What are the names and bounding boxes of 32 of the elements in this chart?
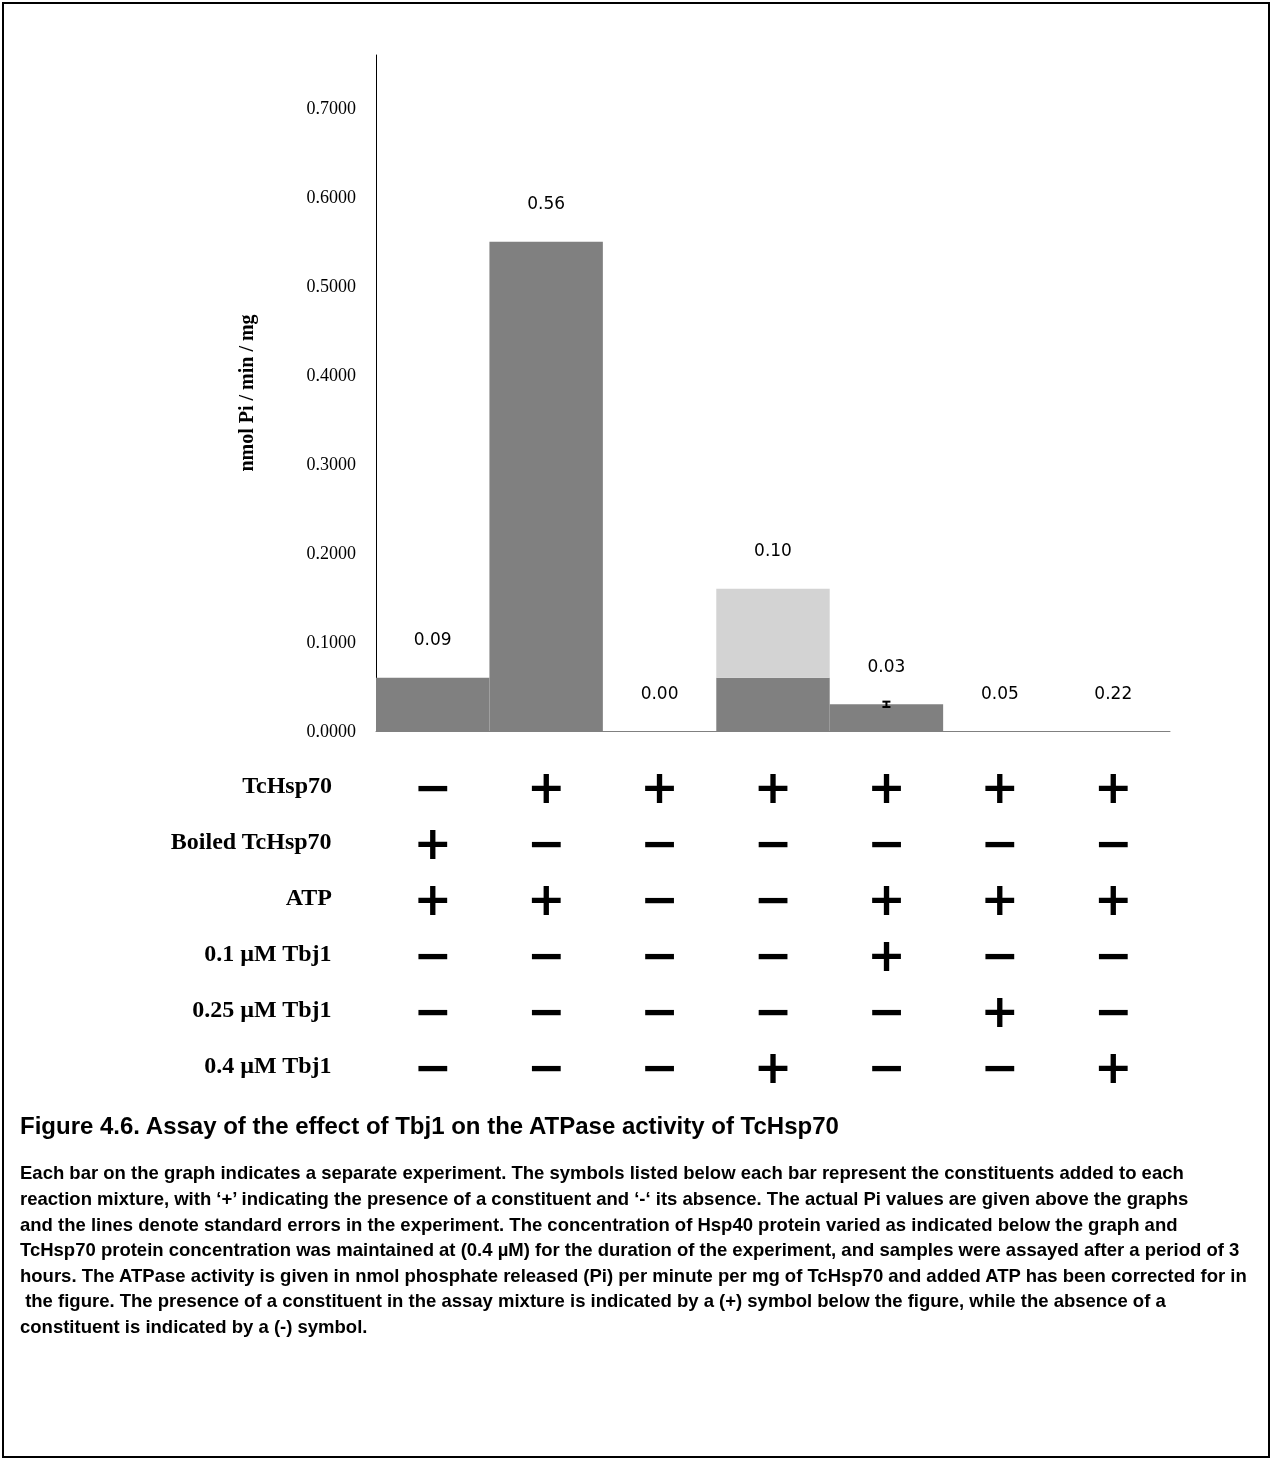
- x-tick-label: + − + − − +: [1094, 760, 1133, 1094]
- y-tick-label: 0.6000: [306, 187, 356, 208]
- y-tick-label: 0.3000: [306, 454, 356, 475]
- y-tick-label: 0.0000: [306, 721, 356, 741]
- y-tick-label: 0.2000: [306, 543, 356, 564]
- text: 0.25 µM Tbj1: [192, 996, 332, 1022]
- x-tick-label: − + + − − −: [413, 760, 452, 1094]
- y-axis-title: nmol Pi / min / mg: [235, 314, 258, 472]
- bar: [716, 588, 830, 678]
- annotation: 0.00: [640, 682, 679, 703]
- x-tick-label: + − − − − +: [753, 760, 793, 1094]
- y-tick-label: 0.4000: [306, 365, 356, 386]
- annotation: 0.22: [1094, 682, 1133, 703]
- y-tick-label: 0.1000: [306, 632, 356, 653]
- text: Each bar on the graph indicates a separate experiment. The symbols listed below each bar represent the constituents added to each reaction mixture, with ‘+’ indicating the presence of a constituent and ‘-‘ its absence. The actual Pi values are given above the graphs and the lines denote standard errors in the experiment. The concentration of Hsp40 protein varied as indicated below the graph and TcHsp70 protein concentration was maintained at (0.4 µM) for the duration of the experiment, and samples were assayed after a period of 3 hours. The ATPase activity is given in nmol phosphate released (Pi) per minute per mg of TcHsp70 and added ATP has been corrected for in the figure. The presence of a constituent in the assay mixture is indicated by a (+) symbol below the figure, while the absence of a constituent is indicated by a (-) symbol.: [20, 1162, 1247, 1337]
- text: Figure 4.6. Assay of the effect of Tbj1 on the ATPase activity of TcHsp70: [20, 1111, 839, 1139]
- text: ATP: [285, 884, 332, 910]
- x-tick-label: + − − − − −: [640, 760, 679, 1094]
- annotation: 0.05: [980, 682, 1019, 703]
- x-tick-label: + − + − − −: [526, 760, 566, 1094]
- text: 0.1 µM Tbj1: [204, 940, 332, 966]
- annotation: 0.56: [527, 193, 566, 214]
- annotation: 0.09: [413, 629, 452, 650]
- annotation: 0.10: [754, 540, 792, 561]
- x-tick-label: + − + − + −: [980, 760, 1020, 1094]
- text: Boiled TcHsp70: [170, 828, 332, 854]
- y-tick-label: 0.5000: [306, 276, 356, 297]
- x-tick-label: + − + + − −: [867, 760, 906, 1094]
- annotation: 0.03: [867, 655, 906, 676]
- y-tick-label: 0.7000: [306, 98, 356, 119]
- text: 0.4 µM Tbj1: [204, 1052, 332, 1078]
- text: TcHsp70: [242, 772, 332, 798]
